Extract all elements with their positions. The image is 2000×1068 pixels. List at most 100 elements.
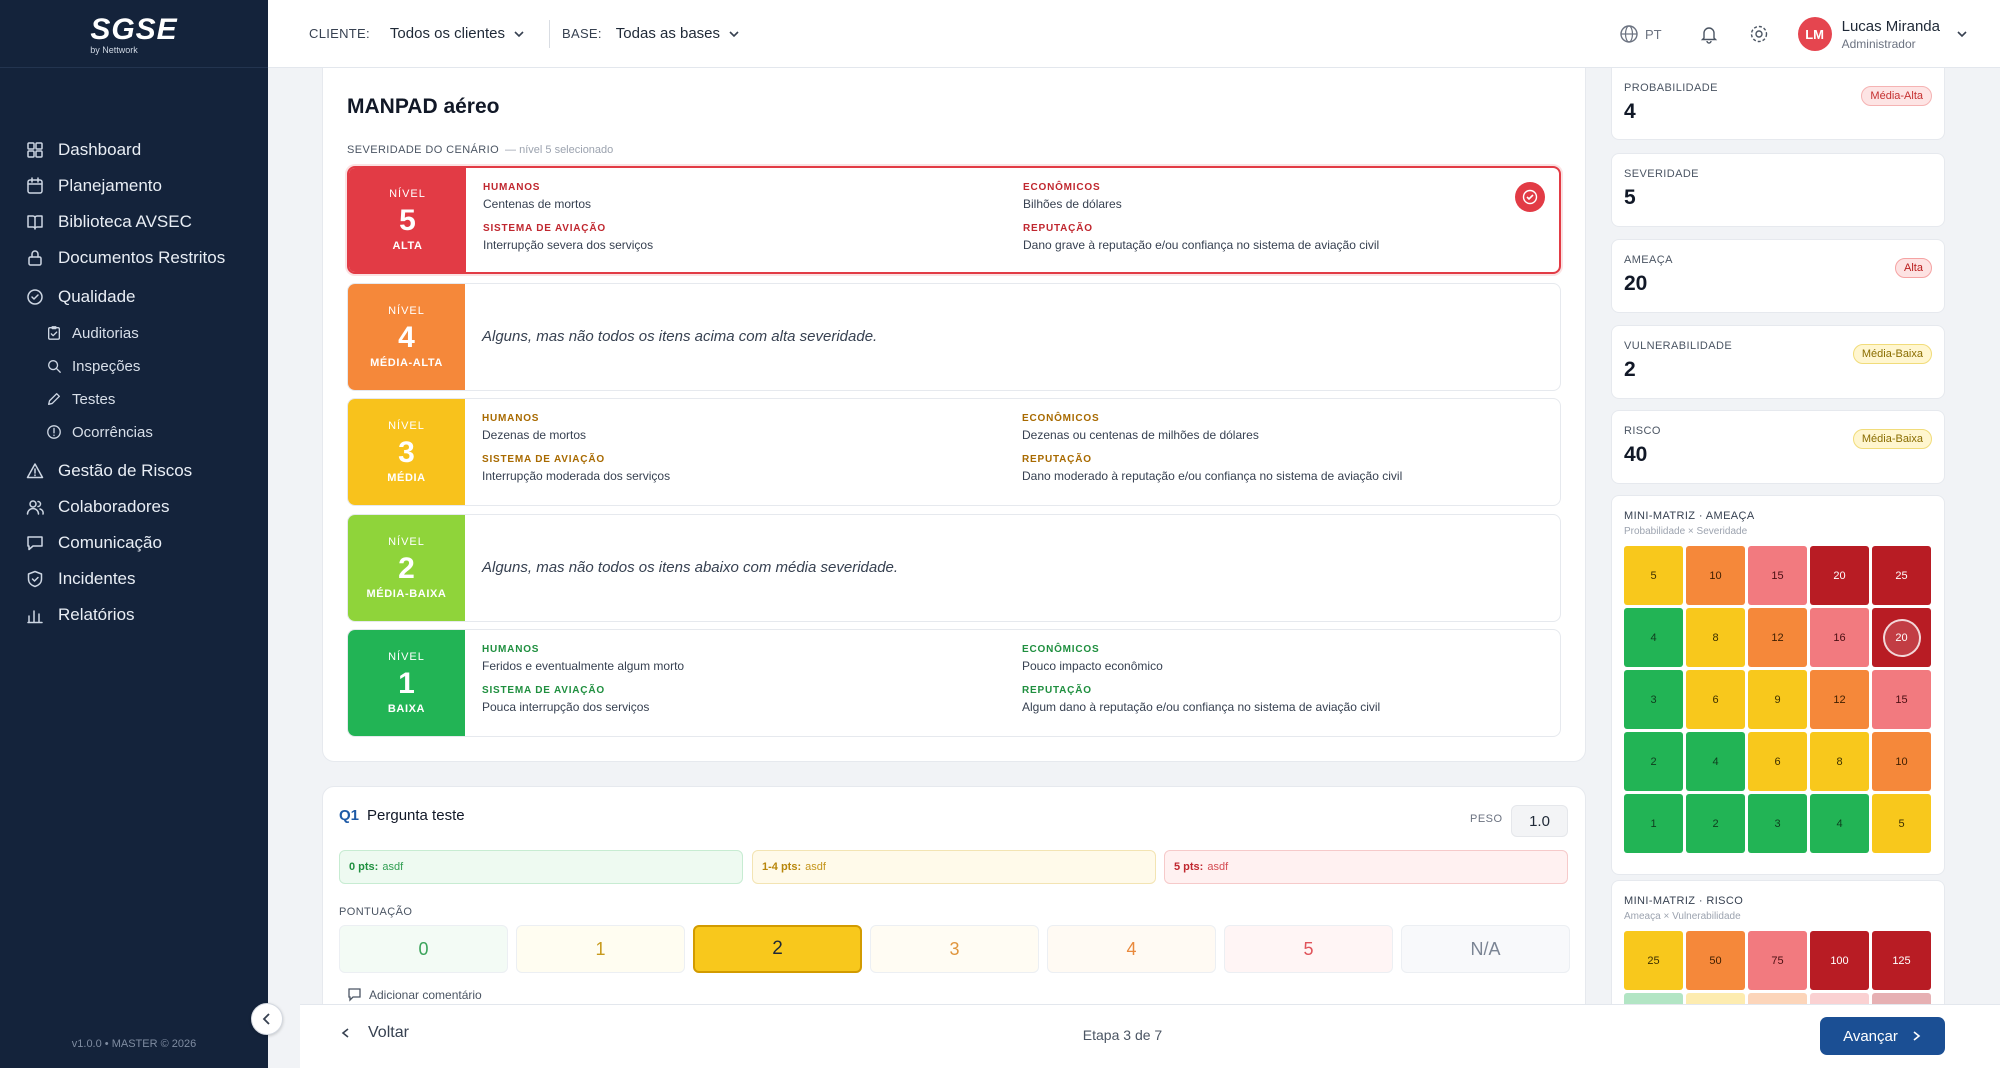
sidebar-nav: Dashboard Planejamento Biblioteca AVSEC Doc… bbox=[0, 68, 268, 624]
matrix-cell: 4 bbox=[1686, 732, 1745, 791]
severity-level-4[interactable]: NÍVEL 4 MÉDIA-ALTA Alguns, mas não todos os… bbox=[347, 283, 1561, 391]
impact-value: Algum dano à reputação e/ou confiança no… bbox=[1022, 700, 1381, 714]
client-value: Todos os clientes bbox=[389, 25, 505, 42]
sidebar-item-planejamento[interactable]: Planejamento bbox=[0, 163, 268, 209]
collapse-sidebar-button[interactable] bbox=[251, 1003, 283, 1035]
pencil-icon bbox=[46, 391, 62, 407]
matrix-cell bbox=[1872, 993, 1931, 1004]
metric-severidade: SEVERIDADE 5 bbox=[1611, 153, 1945, 227]
sidebar-item-relatorios[interactable]: Relatórios bbox=[0, 592, 268, 638]
level-number: 2 bbox=[398, 552, 415, 585]
criterion-text: asdf bbox=[805, 861, 826, 873]
topbar: CLIENTE: Todos os clientes BASE: Todas a… bbox=[268, 0, 2000, 68]
sidebar-item-label: Ocorrências bbox=[72, 423, 153, 441]
sidebar-item-comunicacao[interactable]: Comunicação bbox=[0, 520, 268, 566]
criterion-points: 1-4 pts: bbox=[762, 861, 802, 873]
severity-level-1[interactable]: NÍVEL 1 BAIXA HUMANOS Feridos e eventualment… bbox=[347, 629, 1561, 737]
impact-value: Bilhões de dólares bbox=[1023, 197, 1122, 211]
metric-value: 2 bbox=[1624, 358, 1636, 381]
sidebar: SGSE by Nettwork Dashboard Planejamento Bi… bbox=[0, 0, 268, 1068]
matrix-cell: 8 bbox=[1686, 608, 1745, 667]
impact-value: Dano grave à reputação e/ou confiança no… bbox=[1023, 238, 1380, 252]
severity-level-5[interactable]: NÍVEL 5 ALTA HUMANOS Centenas de mortos ECONÔ… bbox=[347, 166, 1561, 274]
metric-risco: RISCO 40 Média-Baixa bbox=[1611, 410, 1945, 484]
criterion-0: 0 pts: asdf bbox=[339, 850, 743, 884]
matrix-cell: 125 bbox=[1872, 931, 1931, 990]
score-option-0[interactable]: 0 bbox=[339, 925, 508, 973]
language-code: PT bbox=[1644, 26, 1662, 42]
weight-input[interactable]: 1.0 bbox=[1511, 805, 1568, 837]
matrix-cell: 50 bbox=[1686, 931, 1745, 990]
matrix-cell: 75 bbox=[1748, 931, 1807, 990]
matrix-cell: 8 bbox=[1810, 732, 1869, 791]
score-option-2[interactable]: 2 bbox=[693, 925, 862, 973]
score-option-4[interactable]: 4 bbox=[1047, 925, 1216, 973]
criterion-points: 0 pts: bbox=[349, 861, 379, 873]
message-icon bbox=[26, 534, 44, 552]
sidebar-item-label: Dashboard bbox=[58, 140, 142, 159]
score-option-na[interactable]: N/A bbox=[1401, 925, 1570, 973]
notifications-button[interactable] bbox=[1698, 23, 1720, 45]
score-option-5[interactable]: 5 bbox=[1224, 925, 1393, 973]
severity-level-2[interactable]: NÍVEL 2 MÉDIA-BAIXA Alguns, mas não todos o… bbox=[347, 514, 1561, 622]
next-button[interactable]: Avançar bbox=[1820, 1017, 1945, 1055]
level-badge: NÍVEL 2 MÉDIA-BAIXA bbox=[348, 515, 465, 621]
impact-heading: SISTEMA DE AVIAÇÃO bbox=[482, 454, 605, 465]
level-number: 3 bbox=[398, 436, 415, 469]
sidebar-item-auditorias[interactable]: Auditorias bbox=[0, 312, 268, 354]
matrix-cell bbox=[1748, 993, 1807, 1004]
score-label: PONTUAÇÃO bbox=[339, 906, 413, 918]
criterion-points: 5 pts: bbox=[1174, 861, 1204, 873]
sidebar-item-testes[interactable]: Testes bbox=[0, 378, 268, 420]
sidebar-item-biblioteca-avsec[interactable]: Biblioteca AVSEC bbox=[0, 199, 268, 245]
metric-value: 20 bbox=[1624, 272, 1648, 295]
metric-ameaca: AMEAÇA 20 Alta bbox=[1611, 239, 1945, 313]
matrix-cell: 10 bbox=[1686, 546, 1745, 605]
version-label: v1.0.0 • MASTER © 2026 bbox=[71, 1038, 197, 1050]
impact-value: Dano moderado à reputação e/ou confiança… bbox=[1022, 469, 1403, 483]
question-text: Pergunta teste bbox=[367, 807, 465, 824]
add-comment-button[interactable]: Adicionar comentário bbox=[347, 987, 482, 1002]
divider bbox=[549, 19, 550, 48]
language-selector[interactable]: PT bbox=[1619, 24, 1662, 44]
metric-label: SEVERIDADE bbox=[1624, 168, 1699, 180]
user-info[interactable]: Lucas Miranda Administrador bbox=[1842, 18, 1940, 51]
logo[interactable]: SGSE by Nettwork bbox=[0, 0, 268, 68]
sidebar-item-label: Gestão de Riscos bbox=[58, 461, 193, 480]
score-option-3[interactable]: 3 bbox=[870, 925, 1039, 973]
mini-matrix-threat: MINI-MATRIZ · AMEAÇA Probabilidade × Sev… bbox=[1611, 495, 1945, 875]
level-category: MÉDIA-ALTA bbox=[370, 357, 443, 369]
sidebar-item-dashboard[interactable]: Dashboard bbox=[0, 127, 268, 173]
metric-badge: Média-Baixa bbox=[1852, 344, 1932, 364]
bar-chart-icon bbox=[26, 606, 44, 624]
severity-label: SEVERIDADE DO CENÁRIO — nível 5 seleciona… bbox=[347, 144, 613, 156]
impact-value: Feridos e eventualmente algum morto bbox=[482, 659, 685, 673]
sidebar-item-colaboradores[interactable]: Colaboradores bbox=[0, 484, 268, 530]
matrix-cell: 2 bbox=[1624, 732, 1683, 791]
bell-icon bbox=[1700, 27, 1717, 44]
settings-button[interactable] bbox=[1748, 23, 1770, 45]
sidebar-item-incidentes[interactable]: Incidentes bbox=[0, 556, 268, 602]
matrix-cell: 5 bbox=[1872, 794, 1931, 853]
calendar-icon bbox=[26, 177, 44, 195]
chevron-left-icon bbox=[341, 1028, 349, 1038]
sidebar-item-label: Biblioteca AVSEC bbox=[58, 212, 192, 231]
matrix-cell: 1 bbox=[1624, 794, 1683, 853]
metric-probabilidade: PROBABILIDADE 4 Média-Alta bbox=[1611, 68, 1945, 140]
score-option-1[interactable]: 1 bbox=[516, 925, 685, 973]
base-select[interactable]: Todas as bases bbox=[616, 25, 740, 42]
sidebar-item-label: Planejamento bbox=[58, 176, 162, 195]
chevron-left-icon bbox=[262, 1013, 270, 1025]
sidebar-item-gestao-de-riscos[interactable]: Gestão de Riscos bbox=[0, 448, 268, 494]
client-select[interactable]: Todos os clientes bbox=[390, 25, 525, 42]
sidebar-item-qualidade[interactable]: Qualidade bbox=[0, 274, 268, 320]
users-icon bbox=[26, 498, 44, 516]
next-label: Avançar bbox=[1843, 1027, 1898, 1045]
sidebar-item-documentos-restritos[interactable]: Documentos Restritos bbox=[0, 235, 268, 281]
sidebar-item-inspecoes[interactable]: Inspeções bbox=[0, 345, 268, 387]
matrix-cell bbox=[1810, 993, 1869, 1004]
avatar[interactable]: LM bbox=[1797, 17, 1832, 51]
severity-level-3[interactable]: NÍVEL 3 MÉDIA HUMANOS Dezenas de mortos ECONÔ… bbox=[347, 398, 1561, 506]
sidebar-item-ocorrencias[interactable]: Ocorrências bbox=[0, 411, 268, 453]
back-button[interactable]: Voltar bbox=[340, 1024, 409, 1042]
